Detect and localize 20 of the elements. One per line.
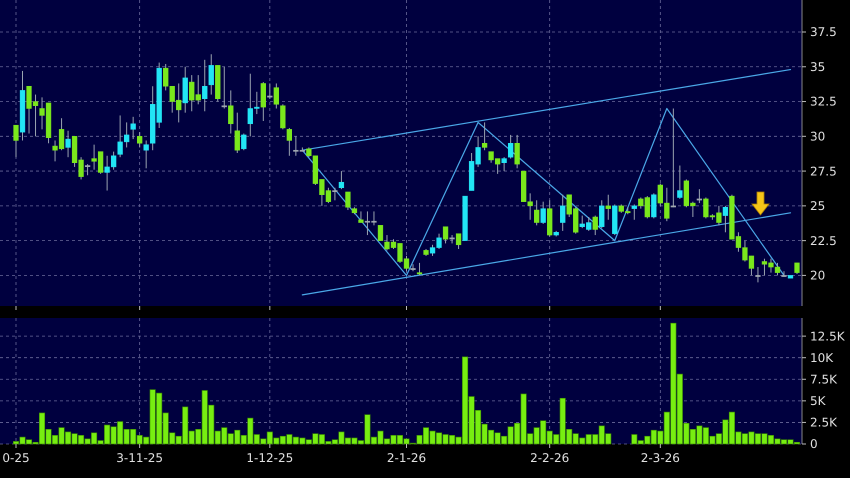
- x-tick-label: 2-2-26: [530, 451, 570, 465]
- y-tick-label: 25: [810, 199, 826, 214]
- y-tick-label: 27.5: [810, 164, 837, 178]
- y-tick-label: 35: [810, 60, 826, 74]
- y-tick-label: 7.5K: [810, 372, 838, 386]
- y-tick-label: 5K: [810, 394, 827, 408]
- y-tick-label: 37.5: [810, 25, 837, 40]
- y-tick-label: 12.5K: [810, 329, 846, 344]
- x-tick-label: 3-11-25: [116, 451, 164, 465]
- y-tick-label: 32.5: [810, 94, 837, 109]
- y-tick-label: 20: [810, 268, 826, 283]
- x-tick-label: 1-12-25: [246, 451, 294, 465]
- y-tick-label: 22.5: [810, 234, 837, 248]
- y-tick-label: 30: [810, 130, 826, 144]
- x-tick-label: 0-25: [2, 451, 30, 465]
- x-tick-label: 2-1-26: [386, 451, 426, 465]
- y-tick-label: 10K: [810, 350, 834, 365]
- y-tick-label: 0: [810, 437, 818, 452]
- x-tick-label: 2-3-26: [640, 451, 680, 465]
- y-tick-label: 2.5K: [810, 416, 838, 430]
